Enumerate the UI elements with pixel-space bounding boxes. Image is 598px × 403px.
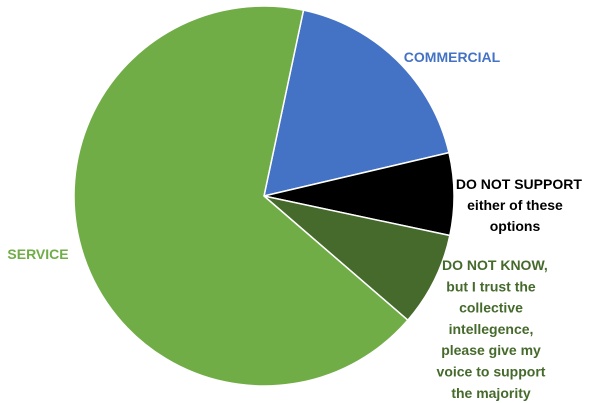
slice-label-line: collective	[459, 300, 523, 316]
slice-label-line: options	[490, 218, 541, 234]
slice-label-line: please give my	[441, 342, 541, 358]
slice-label-line: either of these	[467, 197, 563, 213]
pie-slice-do-not-know	[263, 195, 451, 322]
slice-label-line: I DO NOT SUPPORT	[448, 176, 582, 192]
slice-label-do-not-support: I DO NOT SUPPORT either of these options	[448, 176, 582, 234]
pie-slices	[73, 5, 455, 387]
slice-label-line: but I trust the	[446, 278, 536, 294]
slice-label-line: SERVICE	[7, 246, 68, 262]
pie-slice-commercial	[263, 9, 450, 198]
slice-label-commercial: COMMERCIAL	[404, 49, 501, 65]
slice-label-line: the majority	[451, 385, 531, 401]
slice-label-do-not-know: I DO NOT KNOW, but I trust the collective i…	[434, 257, 548, 401]
pie-slice-service	[73, 5, 409, 387]
pie-labels: COMMERCIAL I DO NOT SUPPORT either of thes…	[7, 49, 582, 401]
slice-label-line: intellegence,	[449, 321, 534, 337]
slice-label-service: SERVICE	[7, 246, 68, 262]
slice-label-line: COMMERCIAL	[404, 49, 501, 65]
slice-label-line: I DO NOT KNOW,	[434, 257, 548, 273]
slice-label-line: voice to support	[437, 364, 546, 380]
